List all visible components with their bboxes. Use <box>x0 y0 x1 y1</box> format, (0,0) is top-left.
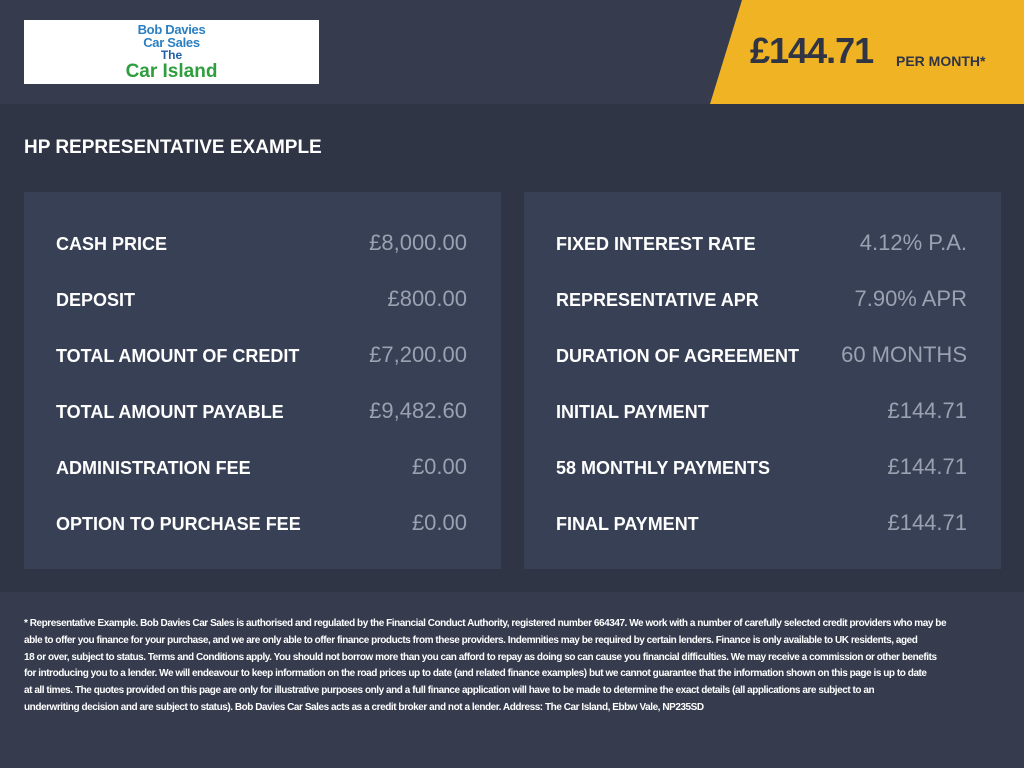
finance-row: DURATION OF AGREEMENT 60 MONTHS <box>556 342 967 372</box>
row-value: 7.90% APR <box>854 286 967 311</box>
finance-row: TOTAL AMOUNT PAYABLE £9,482.60 <box>56 398 467 428</box>
disclaimer-line: * Representative Example. Bob Davies Car… <box>24 618 947 629</box>
price-tag-bg <box>710 0 1024 104</box>
finance-panel: FIXED INTEREST RATE 4.12% P.A. REPRESENTAT… <box>524 192 1001 569</box>
price: £144.71 <box>750 30 874 71</box>
disclaimer: * Representative Example. Bob Davies Car… <box>24 616 947 717</box>
row-label: DEPOSIT <box>56 290 136 310</box>
finance-row: FINAL PAYMENT £144.71 <box>556 510 967 540</box>
row-value: £144.71 <box>887 454 967 479</box>
price-suffix: PER MONTH* <box>896 53 986 69</box>
row-label: DURATION OF AGREEMENT <box>556 346 799 366</box>
row-value: £8,000.00 <box>369 230 467 255</box>
footer: * Representative Example. Bob Davies Car… <box>0 592 1024 768</box>
finance-row: CASH PRICE £8,000.00 <box>56 230 467 260</box>
finance-row: ADMINISTRATION FEE £0.00 <box>56 454 467 484</box>
row-label: CASH PRICE <box>56 234 168 254</box>
finance-row: FIXED INTEREST RATE 4.12% P.A. <box>556 230 967 260</box>
logo-text: Car Island <box>125 61 218 82</box>
finance-row: INITIAL PAYMENT £144.71 <box>556 398 967 428</box>
row-label: TOTAL AMOUNT OF CREDIT <box>56 346 300 366</box>
disclaimer-line: 18 or over, subject to status. Terms and… <box>24 651 937 663</box>
finance-row: REPRESENTATIVE APR 7.90% APR <box>556 286 967 316</box>
row-label: FINAL PAYMENT <box>556 514 699 534</box>
logo[interactable]: Bob Davies Car Sales The Car Island <box>24 20 319 84</box>
row-value: 4.12% P.A. <box>859 230 967 255</box>
finance-row: TOTAL AMOUNT OF CREDIT £7,200.00 <box>56 342 467 372</box>
row-label: ADMINISTRATION FEE <box>56 458 251 478</box>
row-value: £7,200.00 <box>369 342 467 367</box>
row-value: £144.71 <box>887 510 967 535</box>
row-label: TOTAL AMOUNT PAYABLE <box>56 402 284 422</box>
logo-text: Bob Davies <box>137 22 206 37</box>
row-label: FIXED INTEREST RATE <box>556 234 756 254</box>
row-value: £144.71 <box>887 398 967 423</box>
row-value: £800.00 <box>387 286 467 311</box>
logo-text: Car Sales <box>143 35 200 50</box>
disclaimer-line: able to offer you finance for your purch… <box>24 634 918 646</box>
disclaimer-line: for introducing you to a lender. We will… <box>24 668 927 680</box>
section-title: HP REPRESENTATIVE EXAMPLE <box>24 137 322 158</box>
row-value: 60 MONTHS <box>841 342 967 367</box>
row-label: INITIAL PAYMENT <box>556 402 709 422</box>
finance-panel: CASH PRICE £8,000.00 DEPOSIT £800.00 TOTAL A… <box>24 192 501 569</box>
row-label: REPRESENTATIVE APR <box>556 290 759 310</box>
finance-row: DEPOSIT £800.00 <box>56 286 467 316</box>
row-label: OPTION TO PURCHASE FEE <box>56 514 301 534</box>
finance-row: 58 MONTHLY PAYMENTS £144.71 <box>556 454 967 484</box>
logo-text: The <box>160 48 183 62</box>
row-label: 58 MONTHLY PAYMENTS <box>556 458 771 478</box>
disclaimer-line: at all times. The quotes provided on thi… <box>24 685 875 697</box>
row-value: £0.00 <box>411 510 467 535</box>
row-value: £9,482.60 <box>369 398 467 423</box>
finance-row: OPTION TO PURCHASE FEE £0.00 <box>56 510 467 540</box>
header: Bob Davies Car Sales The Car Island £144… <box>0 0 1024 104</box>
row-value: £0.00 <box>411 454 467 479</box>
disclaimer-line: underwriting decision and are subject to… <box>24 701 704 713</box>
